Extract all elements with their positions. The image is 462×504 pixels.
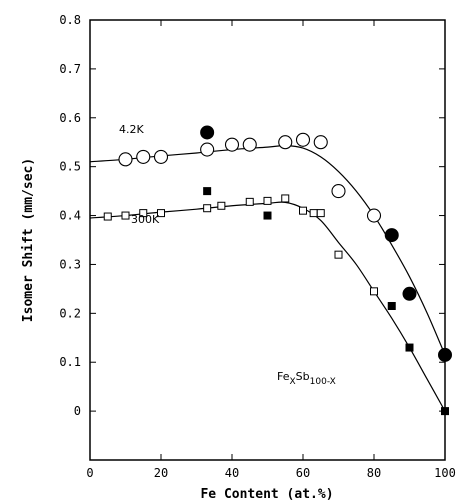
y-tick-label: 0.4 [59,209,81,223]
point-open-square [334,250,343,259]
point-open-square [203,204,212,213]
point-open-circle [200,142,215,157]
point-filled-square [387,302,396,310]
data-points [103,125,452,416]
formula-100-x: 100-X [310,377,336,387]
point-open-circle [278,135,293,150]
point-open-circle [242,137,257,152]
y-tick-label: 0.6 [59,111,81,125]
point-open-square [309,209,318,218]
point-open-square [299,206,307,215]
point-open-circle [224,137,240,152]
point-open-square [139,209,148,218]
x-tick-label: 20 [154,466,168,480]
y-tick-label: 0 [74,404,81,418]
x-tick-label: 80 [367,466,381,480]
point-filled-circle [402,286,417,301]
x-tick-label: 40 [225,466,239,480]
fit-curve-42K [89,145,446,356]
point-open-circle [118,152,133,167]
x-tick-label: 0 [86,466,93,480]
y-tick-label: 0.1 [59,355,81,369]
point-open-square [370,287,378,296]
series-label-4k2: 4.2K [119,123,144,136]
point-open-square [103,212,112,221]
point-filled-circle [200,125,215,140]
plot-frame [89,19,446,461]
formula-fe: Fe [277,370,290,383]
formula-annotation: FeXSb100-X [277,370,336,387]
point-open-square [281,194,290,203]
axis-ticks: 0 20 40 60 80 100 0 0.1 0.2 0.3 0.4 0.5 0.6 0.7 0.8 [59,13,456,480]
point-open-circle [331,184,346,199]
point-open-circle [295,132,311,147]
x-tick-label: 100 [434,466,456,480]
point-open-square [157,209,165,218]
series-label-300k: 300K [131,213,160,226]
point-open-circle [366,208,382,223]
point-filled-circle [384,228,399,243]
point-open-square [245,197,254,206]
x-axis-title: Fe Content (at.%) [200,487,333,502]
point-open-square [263,196,272,205]
y-tick-label: 0.5 [59,160,81,174]
y-tick-label: 0.3 [59,257,81,271]
fit-curves [89,145,446,412]
point-filled-square [263,211,272,220]
point-filled-square [203,187,212,196]
point-filled-circle [438,347,452,362]
point-open-square [316,209,325,218]
point-open-square [121,211,130,220]
point-open-circle [153,149,169,164]
point-open-square [217,201,226,210]
formula-x: X [290,377,296,387]
point-filled-square [405,343,414,352]
formula-sb: Sb [296,370,310,383]
point-filled-square [441,407,449,416]
y-tick-label: 0.8 [59,13,81,27]
y-tick-label: 0.2 [59,306,81,320]
point-open-circle [136,149,151,164]
y-tick-label: 0.7 [59,62,81,76]
x-tick-label: 60 [296,466,310,480]
point-open-circle [313,135,328,150]
y-axis-title: Isomer Shift (mm/sec) [21,158,36,322]
